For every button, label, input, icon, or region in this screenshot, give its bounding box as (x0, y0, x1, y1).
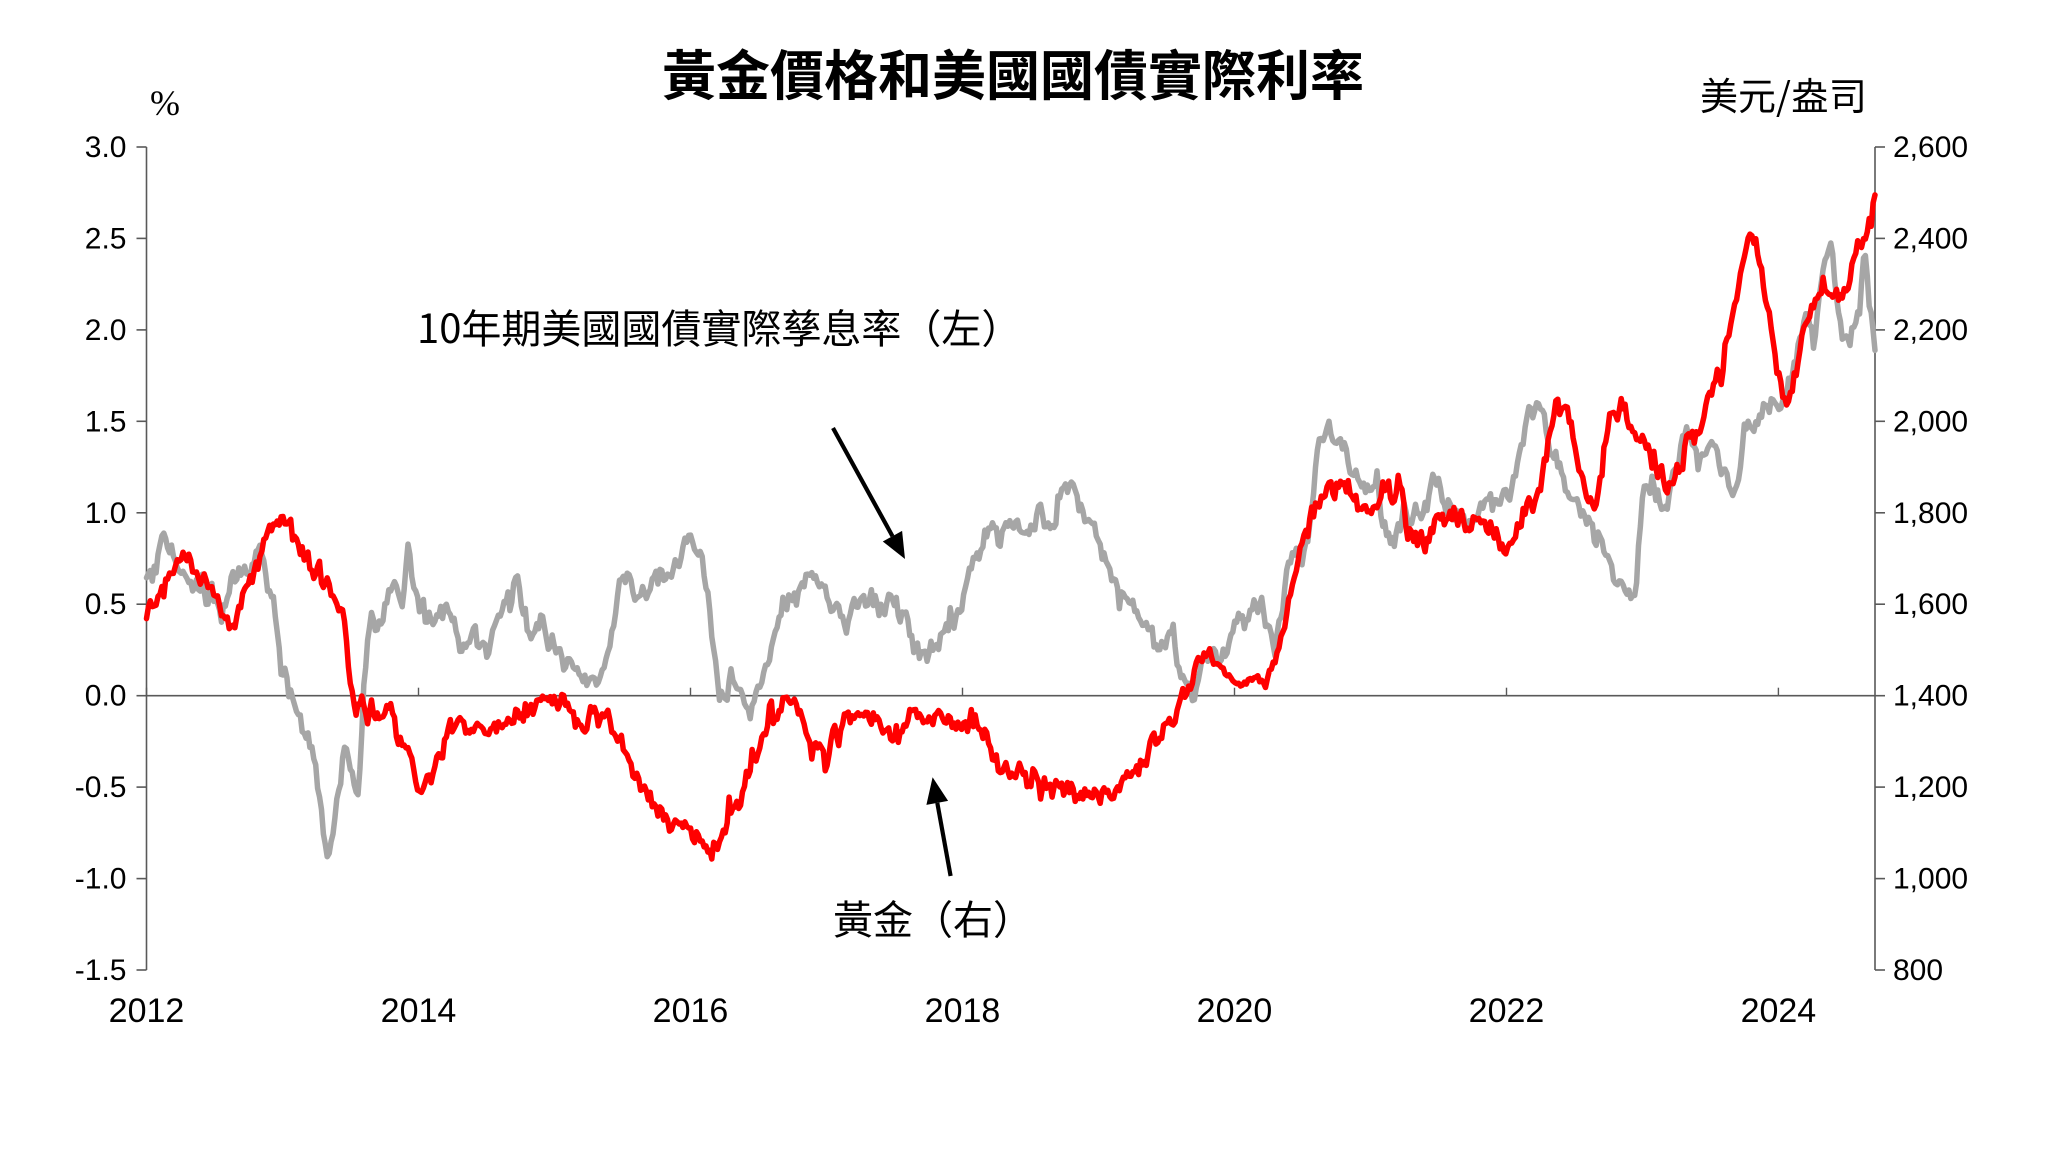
svg-text:1,600: 1,600 (1893, 588, 1968, 621)
svg-text:2012: 2012 (109, 992, 185, 1030)
svg-text:1,000: 1,000 (1893, 863, 1968, 896)
svg-text:2020: 2020 (1197, 992, 1273, 1030)
svg-text:2024: 2024 (1741, 992, 1817, 1030)
svg-text:-1.0: -1.0 (75, 863, 127, 896)
svg-text:1,200: 1,200 (1893, 771, 1968, 804)
svg-text:2,200: 2,200 (1893, 314, 1968, 347)
svg-text:2.0: 2.0 (85, 314, 127, 347)
svg-text:800: 800 (1893, 954, 1943, 987)
svg-text:1.0: 1.0 (85, 497, 127, 530)
svg-text:2.5: 2.5 (85, 222, 127, 255)
svg-text:-1.5: -1.5 (75, 954, 127, 987)
svg-text:2018: 2018 (925, 992, 1001, 1030)
svg-text:2,600: 2,600 (1893, 131, 1968, 164)
svg-text:2014: 2014 (381, 992, 457, 1030)
svg-text:0.5: 0.5 (85, 588, 127, 621)
svg-text:2,400: 2,400 (1893, 222, 1968, 255)
svg-text:-0.5: -0.5 (75, 771, 127, 804)
svg-text:3.0: 3.0 (85, 131, 127, 164)
svg-text:1.5: 1.5 (85, 405, 127, 438)
svg-text:1,400: 1,400 (1893, 680, 1968, 713)
svg-text:0.0: 0.0 (85, 680, 127, 713)
svg-text:2022: 2022 (1469, 992, 1545, 1030)
svg-text:1,800: 1,800 (1893, 497, 1968, 530)
svg-text:2016: 2016 (653, 992, 729, 1030)
svg-text:2,000: 2,000 (1893, 405, 1968, 438)
